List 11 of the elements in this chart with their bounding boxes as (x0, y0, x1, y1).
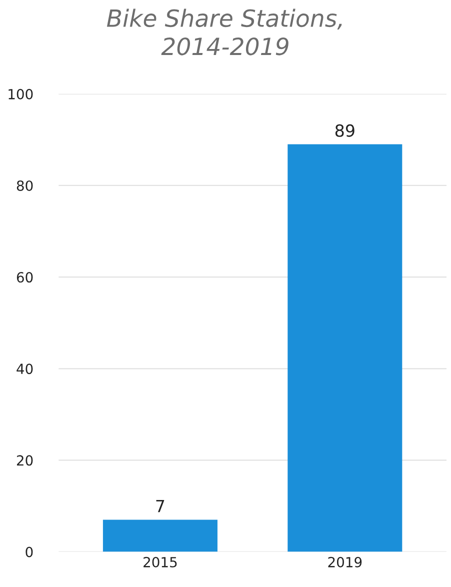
x-tick-label: 2015 (144, 556, 177, 568)
y-tick-label: 80 (16, 180, 33, 191)
y-tick-label: 20 (16, 455, 33, 466)
y-tick-label: 60 (16, 272, 33, 283)
y-tick-label: 40 (16, 364, 33, 374)
chart-title: Bike Share Stations, 2014-2019 (106, 8, 342, 56)
x-tick-label: 2019 (328, 556, 362, 568)
y-tick-label: 0 (26, 546, 33, 558)
y-tick-label: 100 (8, 88, 33, 100)
data-label: 89 (335, 124, 354, 137)
data-label: 7 (156, 500, 164, 512)
